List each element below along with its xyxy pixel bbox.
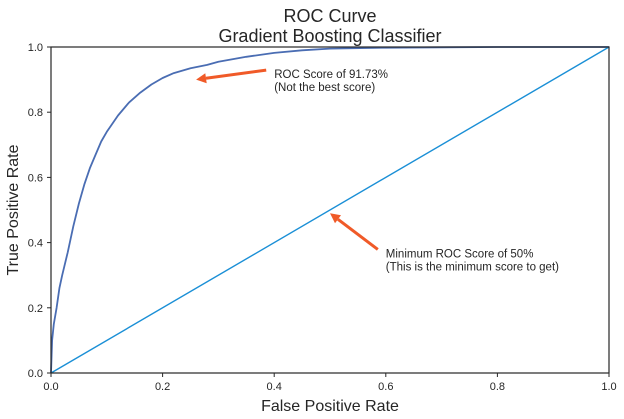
annotations: ROC Score of 91.73% (Not the best score)… <box>196 68 559 273</box>
annotation-text: (Not the best score) <box>274 82 375 94</box>
y-axis-label: True Positive Rate <box>5 144 22 275</box>
chart-title-line-1: ROC Curve <box>283 6 376 26</box>
plot-area <box>50 46 610 374</box>
y-tick-label: 0.4 <box>28 238 43 250</box>
annotation-2: Minimum ROC Score of 50% (This is the mi… <box>330 213 559 273</box>
x-tick-label: 0.0 <box>43 381 58 393</box>
annotation-text: (This is the minimum score to get) <box>386 261 559 273</box>
x-axis-label: False Positive Rate <box>261 398 399 415</box>
y-tick-label: 0.0 <box>28 368 43 380</box>
annotation-1: ROC Score of 91.73% (Not the best score) <box>196 68 388 94</box>
x-tick-label: 0.6 <box>378 381 393 393</box>
roc-curve-line <box>50 46 609 374</box>
chart-title-line-2: Gradient Boosting Classifier <box>218 26 441 46</box>
y-tick-label: 0.8 <box>28 107 43 119</box>
x-tick-label: 0.8 <box>490 381 505 393</box>
annotation-arrow-shaft <box>205 68 267 80</box>
annotation-arrow-head <box>330 213 341 224</box>
baseline-diagonal-line <box>50 46 610 374</box>
annotation-text: ROC Score of 91.73% <box>274 69 388 81</box>
y-tick-label: 0.6 <box>28 172 43 184</box>
x-axis-ticks: 0.0 0.2 0.4 0.6 0.8 1.0 <box>43 373 617 393</box>
x-tick-label: 1.0 <box>601 381 616 393</box>
y-axis-ticks: 0.0 0.2 0.4 0.6 0.8 1.0 <box>28 42 51 380</box>
annotation-text: Minimum ROC Score of 50% <box>386 248 534 260</box>
chart-title: ROC Curve Gradient Boosting Classifier <box>218 6 441 46</box>
x-tick-label: 0.4 <box>267 381 282 393</box>
plot-frame <box>50 46 610 374</box>
annotation-arrow-head <box>196 73 207 84</box>
y-tick-label: 0.2 <box>28 303 43 315</box>
y-tick-label: 1.0 <box>28 42 43 54</box>
annotation-arrow-shaft <box>337 218 379 251</box>
x-tick-label: 0.2 <box>155 381 170 393</box>
